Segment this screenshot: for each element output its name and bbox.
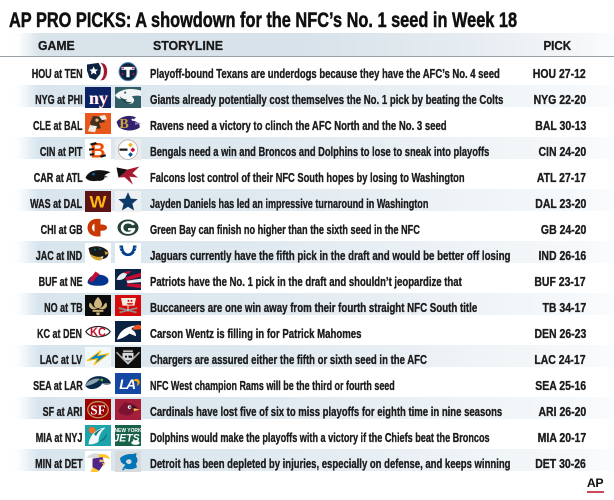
svg-text:KC: KC xyxy=(90,325,107,339)
svg-text:ny: ny xyxy=(90,87,109,107)
svg-text:B: B xyxy=(120,116,129,132)
svg-text:L: L xyxy=(120,376,129,392)
svg-text:SF: SF xyxy=(91,402,106,417)
svg-text:W: W xyxy=(90,193,108,211)
svg-text:NEW YORK: NEW YORK xyxy=(115,427,141,433)
svg-text:ny: ny xyxy=(89,87,108,107)
svg-text:A: A xyxy=(125,376,136,392)
